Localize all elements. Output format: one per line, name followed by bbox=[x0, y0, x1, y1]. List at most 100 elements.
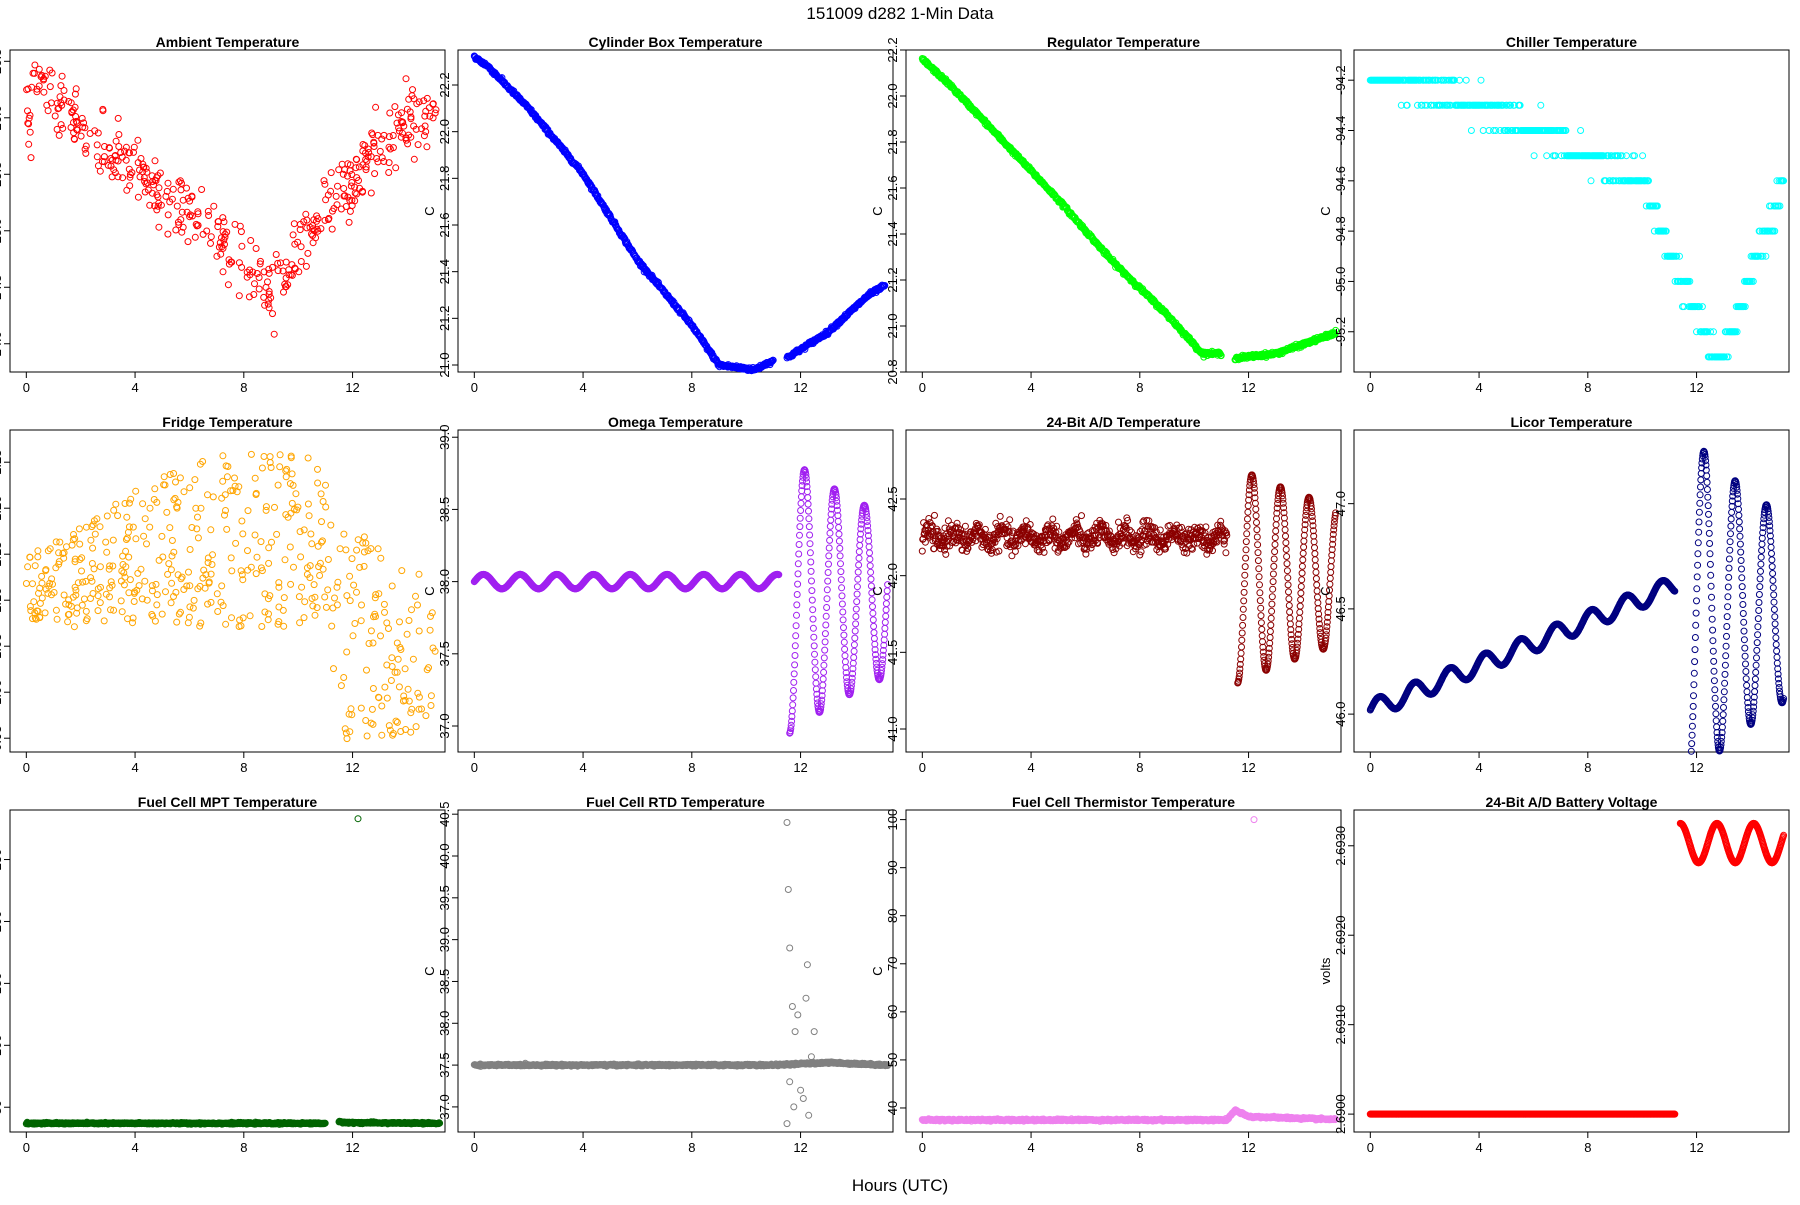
data-point bbox=[308, 531, 314, 537]
data-point bbox=[27, 554, 33, 560]
data-point bbox=[355, 537, 361, 543]
data-point bbox=[1468, 128, 1474, 134]
data-point bbox=[793, 623, 799, 629]
x-tick-label: 12 bbox=[793, 760, 807, 775]
data-point bbox=[820, 676, 826, 682]
data-points bbox=[471, 467, 890, 736]
data-point bbox=[1531, 153, 1537, 159]
data-point bbox=[842, 646, 848, 652]
data-point bbox=[323, 504, 329, 510]
data-point bbox=[281, 623, 287, 629]
data-point bbox=[826, 553, 832, 559]
data-point bbox=[871, 636, 877, 642]
data-point bbox=[88, 537, 94, 543]
data-point bbox=[299, 584, 305, 590]
data-point bbox=[811, 634, 817, 640]
x-tick-label: 12 bbox=[345, 760, 359, 775]
data-point bbox=[113, 138, 119, 144]
data-point bbox=[807, 550, 813, 556]
data-point bbox=[368, 720, 374, 726]
data-point bbox=[159, 611, 165, 617]
data-point bbox=[156, 185, 162, 191]
data-point bbox=[364, 733, 370, 739]
data-point bbox=[223, 621, 229, 627]
data-point bbox=[361, 549, 367, 555]
data-point bbox=[428, 703, 434, 709]
data-point bbox=[319, 519, 325, 525]
data-point bbox=[1478, 77, 1484, 83]
data-point bbox=[382, 609, 388, 615]
data-point bbox=[841, 639, 847, 645]
data-point bbox=[415, 602, 421, 608]
panel-title: Cylinder Box Temperature bbox=[588, 34, 762, 50]
data-point bbox=[405, 686, 411, 692]
data-point bbox=[266, 560, 272, 566]
data-point bbox=[377, 148, 383, 154]
data-point bbox=[133, 488, 139, 494]
y-tick-label: 38.0 bbox=[437, 569, 452, 594]
data-point bbox=[392, 104, 398, 110]
data-point bbox=[410, 87, 416, 93]
data-point bbox=[926, 516, 932, 522]
y-tick-label: 25.0 bbox=[0, 218, 4, 243]
y-axis-label: C bbox=[870, 206, 885, 215]
data-point bbox=[837, 545, 843, 551]
data-point bbox=[232, 221, 238, 227]
data-point bbox=[97, 524, 103, 530]
data-point bbox=[283, 474, 289, 480]
data-point bbox=[171, 471, 177, 477]
data-point bbox=[408, 729, 414, 735]
data-point bbox=[347, 598, 353, 604]
data-point bbox=[402, 666, 408, 672]
y-tick-label: 21.8 bbox=[885, 129, 900, 154]
y-axis-label: C bbox=[422, 586, 437, 595]
data-point bbox=[305, 455, 311, 461]
data-point bbox=[291, 564, 297, 570]
data-point bbox=[224, 474, 230, 480]
data-point bbox=[1079, 513, 1085, 519]
data-point bbox=[277, 452, 283, 458]
data-point bbox=[852, 628, 858, 634]
data-point bbox=[115, 513, 121, 519]
data-point bbox=[39, 595, 45, 601]
data-point bbox=[812, 651, 818, 657]
data-point bbox=[32, 62, 38, 68]
data-point bbox=[336, 167, 342, 173]
data-point bbox=[248, 238, 254, 244]
data-point bbox=[116, 132, 122, 138]
y-tick-label: 21.6 bbox=[437, 212, 452, 237]
data-point bbox=[401, 123, 407, 129]
data-point bbox=[404, 631, 410, 637]
data-point bbox=[126, 554, 132, 560]
data-point bbox=[79, 555, 85, 561]
data-point bbox=[54, 616, 60, 622]
data-point bbox=[320, 566, 326, 572]
data-point bbox=[220, 245, 226, 251]
data-point bbox=[165, 180, 171, 186]
data-points bbox=[471, 53, 888, 374]
y-tick-label: -95.0 bbox=[1333, 267, 1348, 297]
x-tick-label: 4 bbox=[131, 760, 138, 775]
data-point bbox=[30, 581, 36, 587]
data-point bbox=[101, 618, 107, 624]
data-point bbox=[364, 667, 370, 673]
data-point bbox=[187, 604, 193, 610]
data-point bbox=[302, 599, 308, 605]
data-point bbox=[372, 171, 378, 177]
y-tick-label: 20.8 bbox=[885, 359, 900, 384]
data-point bbox=[347, 573, 353, 579]
data-point bbox=[826, 561, 832, 567]
y-tick-label: 37.0 bbox=[437, 713, 452, 738]
data-point bbox=[113, 501, 119, 507]
data-point bbox=[89, 561, 95, 567]
data-point bbox=[25, 564, 31, 570]
data-point bbox=[53, 539, 59, 545]
data-point bbox=[239, 518, 245, 524]
data-point bbox=[90, 545, 96, 551]
data-point bbox=[171, 549, 177, 555]
data-point bbox=[280, 607, 286, 613]
data-point bbox=[427, 627, 433, 633]
data-point bbox=[820, 682, 826, 688]
data-point bbox=[87, 131, 93, 137]
data-point bbox=[79, 602, 85, 608]
